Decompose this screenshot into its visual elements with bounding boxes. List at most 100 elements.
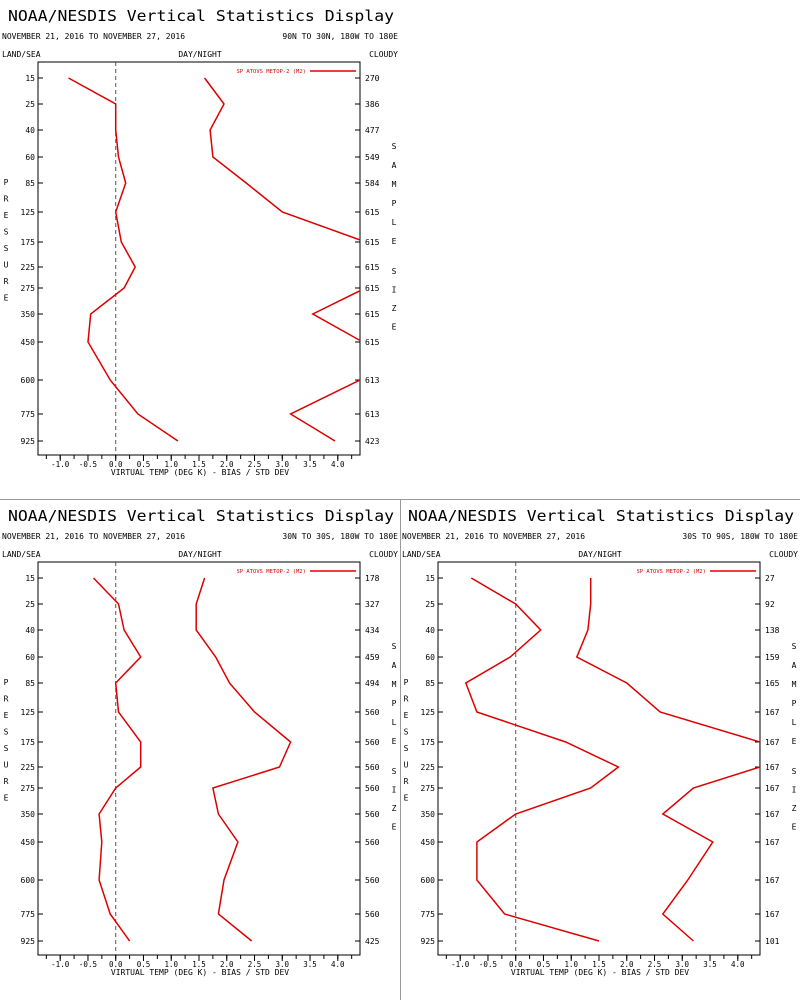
y-tick-label: 450 — [21, 838, 36, 847]
std_dev-line — [575, 578, 760, 942]
sample-size-label: 615 — [365, 284, 380, 293]
size-letter: Z — [392, 804, 397, 813]
cloudy-label: CLOUDY — [369, 550, 398, 559]
pressure-letter: R — [4, 195, 9, 204]
y-tick-label: 85 — [425, 679, 435, 688]
pressure-letter: U — [4, 261, 9, 270]
land-sea-label: LAND/SEA — [2, 550, 41, 559]
sample-size-label: 167 — [765, 763, 780, 772]
y-tick-label: 600 — [421, 876, 436, 885]
y-tick-label: 350 — [21, 810, 36, 819]
chart-svg: NOAA/NESDIS Vertical Statistics Display N… — [2, 7, 398, 477]
y-tick-label: 225 — [21, 763, 36, 772]
cloudy-label: CLOUDY — [369, 50, 398, 59]
sample-letter: L — [392, 218, 397, 227]
sample-size-label: 167 — [765, 838, 780, 847]
chart-title: NOAA/NESDIS Vertical Statistics Display — [8, 507, 394, 525]
bias-line — [464, 577, 620, 942]
y-tick-label: 175 — [21, 238, 36, 247]
sample-size-label: 434 — [365, 626, 380, 635]
y-tick-label: 40 — [25, 626, 35, 635]
y-tick-label: 15 — [25, 574, 35, 583]
sample-letter: A — [792, 661, 797, 670]
sample-size-label: 615 — [365, 310, 380, 319]
sample-size-label: 167 — [765, 876, 780, 885]
pressure-letter: S — [4, 244, 9, 253]
pressure-letter: E — [4, 711, 9, 720]
y-tick-label: 25 — [425, 600, 435, 609]
size-letter: S — [392, 267, 397, 276]
y-tick-label: 175 — [421, 738, 436, 747]
y-tick-label: 275 — [421, 784, 436, 793]
plot-frame — [37, 561, 361, 956]
x-tick-label: -0.5 — [79, 960, 97, 969]
cloudy-label: CLOUDY — [769, 550, 798, 559]
pressure-letter: P — [4, 678, 9, 687]
x-axis-label: VIRTUAL TEMP (DEG K) - BIAS / STD DEV — [511, 968, 689, 977]
size-letter: E — [792, 823, 797, 832]
sample-size-label: 615 — [365, 208, 380, 217]
chart-svg: NOAA/NESDIS Vertical Statistics Display N… — [402, 507, 798, 977]
y-tick-label: 350 — [21, 310, 36, 319]
y-tick-label: 275 — [21, 284, 36, 293]
pressure-letter: R — [4, 695, 9, 704]
sample-size-label: 560 — [365, 810, 380, 819]
bias-line — [92, 577, 142, 942]
sample-size-label: 327 — [365, 600, 380, 609]
sample-size-label: 560 — [365, 738, 380, 747]
y-tick-label: 60 — [425, 653, 435, 662]
y-tick-label: 40 — [425, 626, 435, 635]
chart-svg: NOAA/NESDIS Vertical Statistics Display N… — [2, 507, 398, 977]
size-letter: I — [392, 286, 397, 295]
x-tick-label: 1.5 — [192, 460, 206, 469]
sample-letter: A — [392, 161, 397, 170]
pressure-letter: U — [404, 761, 409, 770]
y-tick-label: 925 — [21, 937, 36, 946]
size-letter: S — [792, 767, 797, 776]
panel-tropics: NOAA/NESDIS Vertical Statistics Display N… — [0, 500, 400, 1000]
sample-letter: P — [392, 199, 397, 208]
pressure-letter: S — [4, 728, 9, 737]
sample-letter: A — [392, 661, 397, 670]
x-tick-label: -0.5 — [479, 960, 497, 969]
vertical-divider — [400, 500, 401, 1000]
pressure-letter: S — [4, 744, 9, 753]
sample-size-label: 615 — [365, 238, 380, 247]
size-letter: Z — [792, 804, 797, 813]
pressure-letter: S — [4, 228, 9, 237]
pressure-letter: S — [404, 744, 409, 753]
x-tick-label: 1.0 — [164, 960, 178, 969]
x-tick-label: -0.5 — [79, 460, 97, 469]
sample-size-label: 165 — [765, 679, 780, 688]
legend-label: SP ATOVS METOP-2 (M2) — [236, 69, 306, 75]
region-label: 90N TO 30N, 180W TO 180E — [282, 32, 398, 41]
pressure-letter: R — [4, 777, 9, 786]
sample-size-label: 159 — [765, 653, 780, 662]
pressure-letter: R — [4, 277, 9, 286]
sample-size-label: 584 — [365, 179, 380, 188]
x-tick-label: -1.0 — [451, 960, 470, 969]
sample-size-label: 423 — [365, 437, 380, 446]
sample-size-label: 613 — [365, 376, 380, 385]
pressure-letter: R — [404, 695, 409, 704]
sample-letter: M — [392, 180, 397, 189]
y-tick-label: 225 — [21, 263, 36, 272]
day-night-label: DAY/NIGHT — [178, 50, 222, 59]
legend-label: SP ATOVS METOP-2 (M2) — [236, 569, 306, 575]
region-label: 30N TO 30S, 180W TO 180E — [282, 532, 398, 541]
x-tick-label: 2.5 — [248, 460, 262, 469]
x-axis-label: VIRTUAL TEMP (DEG K) - BIAS / STD DEV — [111, 468, 289, 477]
chart-title: NOAA/NESDIS Vertical Statistics Display — [408, 507, 794, 525]
x-tick-label: 2.5 — [248, 960, 262, 969]
legend-label: SP ATOVS METOP-2 (M2) — [636, 569, 706, 575]
chart-title: NOAA/NESDIS Vertical Statistics Display — [8, 7, 394, 25]
sample-letter: L — [392, 718, 397, 727]
sample-size-label: 138 — [765, 626, 780, 635]
sample-letter: M — [792, 680, 797, 689]
x-tick-label: 3.5 — [303, 960, 317, 969]
sample-size-label: 560 — [365, 784, 380, 793]
y-tick-label: 125 — [421, 708, 436, 717]
x-tick-label: -1.0 — [51, 460, 70, 469]
day-night-label: DAY/NIGHT — [178, 550, 222, 559]
pressure-letter: P — [4, 178, 9, 187]
